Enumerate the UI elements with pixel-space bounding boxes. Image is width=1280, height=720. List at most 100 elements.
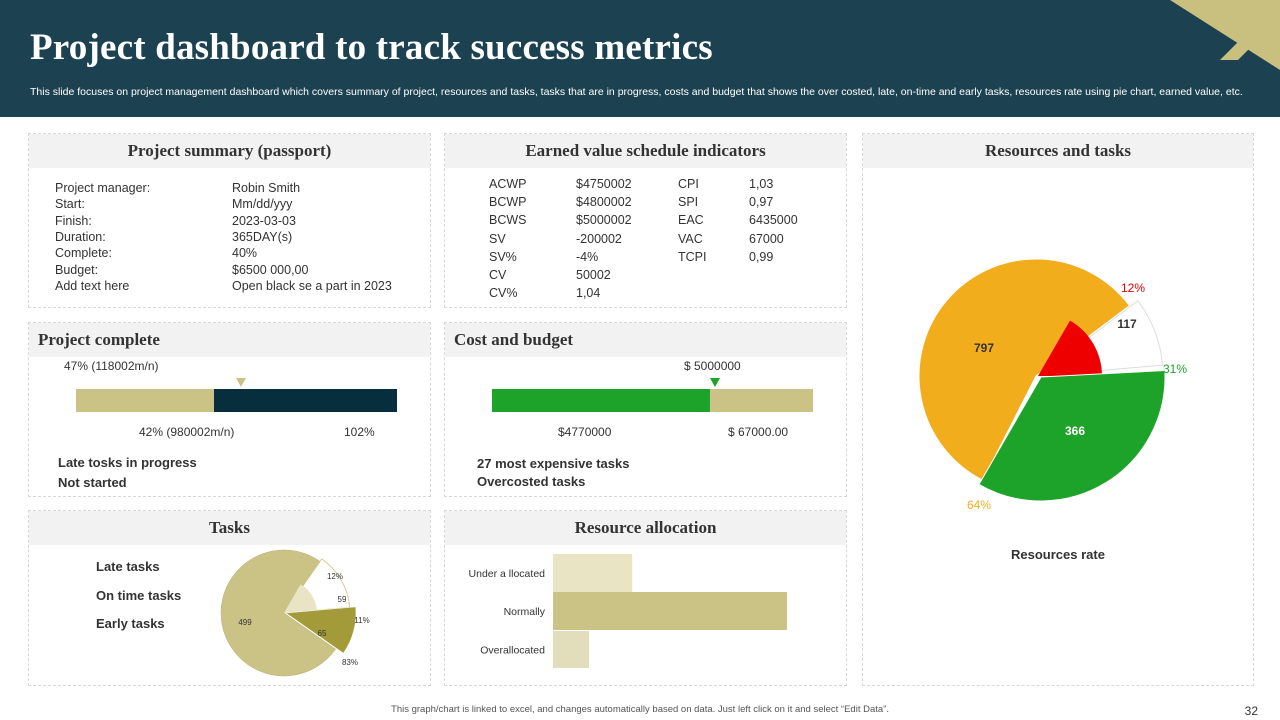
corner-decoration-stripe xyxy=(1220,0,1280,60)
early-tasks-label: Early tasks xyxy=(96,616,165,631)
page-number: 32 xyxy=(1244,704,1258,718)
ev-value: 67000 xyxy=(749,231,784,246)
cost-budget-right-label: $ 67000.00 xyxy=(728,425,789,439)
not-started-note: Not started xyxy=(58,475,127,490)
late-tasks-note: Late tosks in progress xyxy=(58,455,197,470)
ev-value: 1,03 xyxy=(749,177,774,191)
ev-label: SV xyxy=(489,231,506,246)
tasks-slice-65 xyxy=(285,606,357,654)
pie-slice-366 xyxy=(978,369,1166,502)
summary-label: Project manager: xyxy=(55,181,151,195)
ev-label: TCPI xyxy=(678,249,707,264)
tasks-slice-499 xyxy=(220,549,336,677)
percent-label-31: 31% xyxy=(1163,362,1187,376)
project-complete-marker-label: 47% (118002m/n) xyxy=(64,359,159,373)
expensive-tasks-note: 27 most expensive tasks xyxy=(477,456,630,471)
cost-budget-marker xyxy=(710,378,720,387)
ev-label: BCWP xyxy=(489,195,527,210)
ev-value: $4750002 xyxy=(576,177,632,191)
summary-label: Budget: xyxy=(55,262,99,277)
ev-label: SPI xyxy=(678,195,699,210)
ev-label: BCWS xyxy=(489,213,527,228)
summary-value: 365DAY(s) xyxy=(232,229,293,244)
resources-rate-caption: Resources rate xyxy=(1011,547,1105,562)
summary-label: Add text here xyxy=(55,278,130,293)
ev-label: CV xyxy=(489,268,507,282)
tasks-percent-11: 11% xyxy=(354,616,369,625)
resources-tasks-panel: Resources and tasks 797 117 366 12% 31% 64% R… xyxy=(862,133,1254,686)
bar-2 xyxy=(553,631,589,668)
ev-label: VAC xyxy=(678,231,703,246)
earned-value-title: Earned value schedule indicators xyxy=(445,134,846,168)
ev-label: CV% xyxy=(489,286,518,301)
bar-0 xyxy=(553,554,633,592)
ev-value: 0,99 xyxy=(749,249,774,264)
project-complete-right-label: 102% xyxy=(344,425,375,439)
page-description: This slide focuses on project management… xyxy=(30,86,1243,98)
tasks-panel: Tasks Late tasks On time tasks Early tas… xyxy=(28,510,431,686)
resources-pie-chart[interactable]: 797 117 366 12% 31% 64% xyxy=(863,254,1253,654)
summary-label: Duration: xyxy=(55,229,106,244)
pie-slice-797 xyxy=(918,258,1131,481)
project-complete-title: Project complete xyxy=(29,323,430,357)
ev-value: $5000002 xyxy=(576,213,632,228)
pie-slice-red xyxy=(1038,320,1102,376)
ev-value: 6435000 xyxy=(749,213,798,228)
tasks-pie-chart[interactable]: 499 59 65 12% 11% 83% xyxy=(209,545,409,685)
ev-value: 50002 xyxy=(576,268,611,282)
ev-label: ACWP xyxy=(489,177,527,191)
resource-allocation-chart[interactable]: Under a llocated Normally Overallocated xyxy=(445,545,846,685)
project-summary-panel: Project summary (passport) Project manag… xyxy=(28,133,431,308)
summary-value: Open black se a part in 2023 xyxy=(232,278,392,293)
bar-1 xyxy=(553,592,787,630)
header-banner: Project dashboard to track success metri… xyxy=(0,0,1280,117)
summary-value: 40% xyxy=(232,246,258,261)
overcosted-tasks-note: Overcosted tasks xyxy=(477,474,586,489)
resource-allocation-panel: Resource allocation Under a llocated Norm… xyxy=(444,510,847,686)
ev-label: EAC xyxy=(678,213,704,228)
cost-budget-bar-fill xyxy=(492,389,711,412)
ev-label: CPI xyxy=(678,177,699,191)
summary-label: Start: xyxy=(55,197,85,212)
footer-note: This graph/chart is linked to excel, and… xyxy=(391,704,889,715)
tasks-label-65: 65 xyxy=(318,629,327,638)
ev-value: $4800002 xyxy=(576,195,632,210)
ev-value: -200002 xyxy=(576,231,622,246)
project-complete-bar-fill xyxy=(76,389,215,412)
slice-label-366: 366 xyxy=(1065,424,1085,438)
summary-value: 2023-03-03 xyxy=(232,213,296,228)
cost-budget-marker-label: $ 5000000 xyxy=(684,359,741,373)
late-tasks-label: Late tasks xyxy=(96,559,160,574)
ev-value: 1,04 xyxy=(576,286,601,301)
project-complete-left-label: 42% (980002m/n) xyxy=(139,425,235,439)
percent-label-12: 12% xyxy=(1121,281,1145,295)
summary-value: $6500 000,00 xyxy=(232,262,309,277)
summary-label: Complete: xyxy=(55,246,112,261)
page-title: Project dashboard to track success metri… xyxy=(30,27,713,68)
category-label-0: Under a llocated xyxy=(469,568,546,580)
summary-label: Finish: xyxy=(55,213,92,228)
cost-budget-title: Cost and budget xyxy=(445,323,846,357)
tasks-slice-59 xyxy=(284,584,317,613)
category-label-2: Overallocated xyxy=(480,645,545,657)
summary-value: Mm/dd/yyy xyxy=(232,197,293,212)
cost-budget-panel: Cost and budget $ 5000000 $4770000 $ 670… xyxy=(444,322,847,497)
ev-value: -4% xyxy=(576,249,599,264)
tasks-percent-12: 12% xyxy=(327,572,343,581)
project-summary-title: Project summary (passport) xyxy=(29,134,430,168)
slice-label-117: 117 xyxy=(1117,317,1137,331)
ev-value: 0,97 xyxy=(749,195,774,210)
tasks-label-59: 59 xyxy=(338,595,347,604)
resource-allocation-title: Resource allocation xyxy=(445,511,846,545)
category-label-1: Normally xyxy=(504,606,546,618)
cost-budget-left-label: $4770000 xyxy=(558,425,612,439)
ev-label: SV% xyxy=(489,249,517,264)
project-complete-marker xyxy=(236,378,246,387)
tasks-title: Tasks xyxy=(29,511,430,545)
on-time-tasks-label: On time tasks xyxy=(96,588,182,603)
tasks-percent-83: 83% xyxy=(342,658,358,667)
slice-label-797: 797 xyxy=(974,341,994,355)
percent-label-64: 64% xyxy=(967,498,991,512)
resources-tasks-title: Resources and tasks xyxy=(863,134,1253,168)
project-complete-panel: Project complete 47% (118002m/n) 42% (98… xyxy=(28,322,431,497)
